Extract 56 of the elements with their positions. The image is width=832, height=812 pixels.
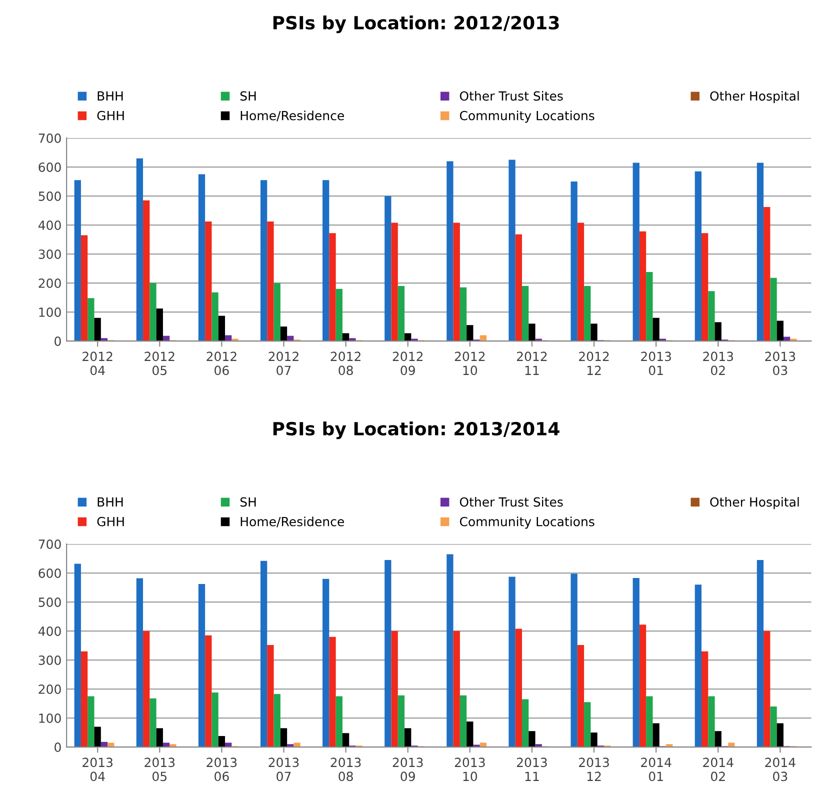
legend-label: Community Locations [460,516,594,529]
y-tick-label: 200 [38,684,61,694]
y-tick-label: 400 [38,626,61,636]
y-tick-label: 300 [38,250,61,259]
x-tick-label: 2013 04 [82,758,112,782]
y-tick-label: 400 [38,220,61,230]
y-tick-label: 100 [39,714,61,723]
x-tick-label: 2012 08 [330,352,360,376]
legend-label: Community Locations [460,110,594,123]
x-tick-label: 2013 10 [454,758,485,782]
y-tick-label: 300 [38,656,61,665]
x-tick-label: 2013 03 [765,352,796,376]
legend-label: Other Trust Sites [460,497,563,507]
x-tick-label: 2012 11 [516,352,547,375]
x-tick-label: 2013 01 [641,352,671,376]
chart-title: PSIs by Location: 2013/2014 [273,422,560,440]
x-tick-label: 2013 12 [579,758,609,781]
x-tick-label: 2013 08 [330,758,361,782]
legend-label: Other Trust Sites [460,91,563,101]
x-tick-label: 2014 01 [641,758,672,782]
y-tick-label: 700 [38,540,61,549]
x-tick-label: 2012 05 [144,352,174,376]
x-tick-label: 2012 07 [268,352,298,376]
y-tick-label: 200 [38,278,61,288]
legend-label: BHH [98,497,123,507]
x-tick-label: 2013 02 [703,352,734,376]
y-tick-label: 500 [38,192,61,201]
x-tick-label: 2013 07 [268,758,299,782]
x-tick-label: 2012 04 [82,352,112,376]
legend-label: Other Hospital [710,497,799,510]
y-tick-label: 100 [39,308,61,317]
legend-label: Home/Residence [240,110,344,122]
y-tick-label: 600 [38,568,61,578]
legend-label: SH [240,91,256,101]
x-tick-label: 2012 12 [579,352,609,375]
legend-label: Other Hospital [710,91,799,104]
x-tick-label: 2012 10 [454,352,485,376]
x-tick-label: 2013 06 [206,758,237,782]
y-tick-label: 500 [38,598,61,607]
x-tick-label: 2014 03 [765,758,796,782]
y-tick-label: 0 [54,336,61,346]
legend-label: Home/Residence [240,516,344,528]
legend-label: BHH [98,91,123,101]
x-tick-label: 2013 05 [144,758,175,782]
y-tick-label: 700 [38,134,61,143]
legend-label: SH [240,497,256,507]
x-tick-label: 2013 09 [392,758,423,782]
legend-label: GHH [97,516,124,526]
y-tick-label: 600 [38,162,61,172]
x-tick-label: 2012 06 [206,352,236,376]
x-tick-label: 2013 11 [516,758,547,781]
chart-title: PSIs by Location: 2012/2013 [273,16,559,34]
legend-label: GHH [97,110,124,120]
y-tick-label: 0 [54,742,61,752]
x-tick-label: 2014 02 [703,758,734,782]
x-tick-label: 2012 09 [392,352,423,376]
